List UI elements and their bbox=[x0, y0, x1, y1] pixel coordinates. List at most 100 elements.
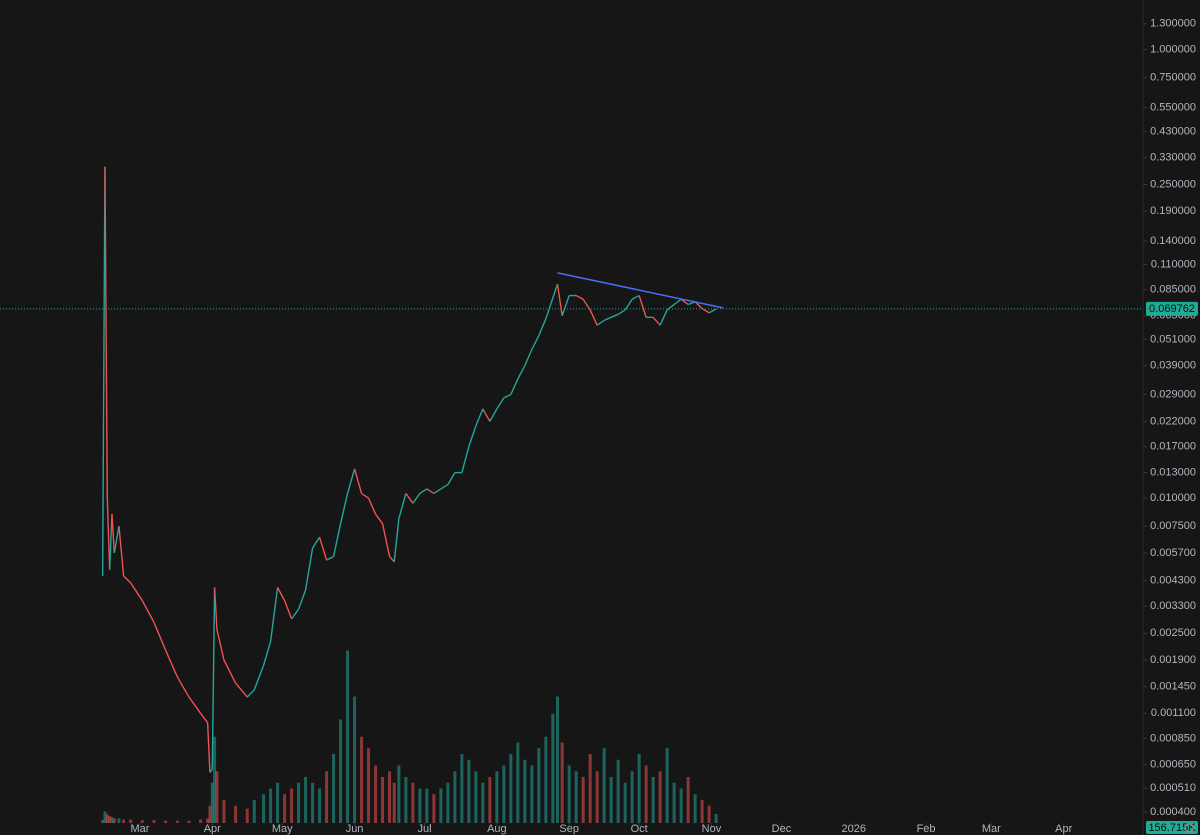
price-segment bbox=[610, 313, 619, 318]
volume-bar bbox=[560, 742, 564, 823]
price-segment bbox=[440, 483, 449, 490]
price-segment bbox=[517, 365, 526, 380]
price-segment bbox=[708, 308, 717, 314]
volume-bar bbox=[374, 765, 378, 823]
volume-bar bbox=[609, 777, 613, 823]
price-segment bbox=[489, 408, 498, 422]
last-volume-label: 156.715K bbox=[1148, 822, 1196, 834]
y-tick-label: 0.017000 bbox=[1150, 440, 1196, 452]
y-tick-label: 0.190000 bbox=[1150, 205, 1196, 217]
volume-bar bbox=[488, 777, 492, 823]
price-segment bbox=[361, 492, 369, 499]
volume-bar bbox=[332, 754, 336, 823]
volume-bar bbox=[187, 820, 191, 823]
price-segment bbox=[176, 676, 190, 698]
settings-icon-ring[interactable] bbox=[1184, 823, 1194, 833]
volume-bar bbox=[693, 794, 697, 823]
x-tick-label: May bbox=[272, 823, 293, 835]
price-segment bbox=[311, 536, 321, 549]
price-segment bbox=[209, 768, 213, 773]
price-segment bbox=[701, 307, 710, 314]
volume-bar bbox=[290, 788, 294, 823]
volume-bar bbox=[425, 788, 429, 823]
y-tick-label: 0.550000 bbox=[1150, 102, 1196, 114]
y-tick-label: 0.001100 bbox=[1151, 707, 1196, 719]
price-segment bbox=[381, 523, 391, 557]
price-segment bbox=[673, 298, 682, 306]
volume-bar bbox=[140, 820, 144, 823]
volume-bar bbox=[474, 771, 478, 823]
x-tick-label: Mar bbox=[130, 823, 149, 835]
y-tick-label: 0.000400 bbox=[1150, 806, 1196, 818]
volume-bar bbox=[252, 800, 256, 823]
price-segment bbox=[468, 425, 477, 447]
y-tick-label: 0.051000 bbox=[1150, 333, 1196, 345]
volume-bar bbox=[381, 777, 385, 823]
volume-bar bbox=[245, 808, 249, 823]
volume-bar bbox=[367, 748, 371, 823]
volume-bar bbox=[630, 771, 634, 823]
volume-bar bbox=[460, 754, 464, 823]
price-segment bbox=[130, 582, 143, 601]
price-segment bbox=[118, 526, 125, 577]
settings-icon[interactable] bbox=[1184, 823, 1194, 833]
price-segment bbox=[123, 575, 132, 584]
y-tick-label: 0.750000 bbox=[1150, 71, 1196, 83]
volume-bar bbox=[297, 782, 301, 823]
price-segment bbox=[223, 659, 237, 684]
volume-bar bbox=[206, 818, 210, 823]
volume-bars bbox=[101, 650, 718, 823]
volume-bar bbox=[318, 788, 322, 823]
price-segment bbox=[538, 318, 547, 336]
price-segment bbox=[552, 283, 559, 299]
y-tick-label: 0.003300 bbox=[1150, 600, 1196, 612]
price-segment bbox=[617, 309, 626, 315]
price-segment bbox=[638, 295, 647, 318]
y-tick-label: 0.010000 bbox=[1150, 492, 1196, 504]
price-segment bbox=[503, 393, 512, 399]
volume-bar bbox=[637, 754, 641, 823]
price-segment bbox=[304, 547, 314, 591]
volume-bar bbox=[199, 819, 203, 823]
volume-bar bbox=[304, 777, 308, 823]
price-segment bbox=[426, 488, 435, 495]
price-segment bbox=[326, 555, 334, 561]
price-segment bbox=[346, 468, 356, 494]
volume-bar bbox=[658, 771, 662, 823]
price-segment bbox=[589, 309, 598, 326]
price-segment bbox=[405, 493, 414, 504]
volume-bar bbox=[616, 759, 620, 823]
price-segment bbox=[461, 446, 470, 473]
x-tick-label: Jun bbox=[346, 823, 364, 835]
price-segment bbox=[297, 589, 307, 610]
price-segment bbox=[666, 303, 675, 311]
y-tick-label: 0.085000 bbox=[1150, 284, 1196, 296]
price-segment bbox=[389, 556, 395, 563]
volume-bar bbox=[392, 782, 396, 823]
volume-bar bbox=[325, 771, 329, 823]
price-segment bbox=[603, 316, 612, 322]
volume-bar bbox=[602, 748, 606, 823]
y-tick-label: 0.004300 bbox=[1150, 574, 1196, 586]
price-segment bbox=[447, 472, 456, 485]
price-segment bbox=[291, 608, 300, 620]
price-segment bbox=[398, 493, 407, 519]
price-segment bbox=[433, 488, 442, 495]
volume-bar bbox=[112, 818, 116, 823]
price-segment bbox=[106, 498, 111, 570]
volume-bar bbox=[164, 820, 168, 823]
price-segment bbox=[104, 166, 109, 499]
volume-bar bbox=[222, 800, 226, 823]
x-tick-label: Feb bbox=[917, 823, 936, 835]
price-segment bbox=[631, 294, 640, 300]
volume-bar bbox=[623, 782, 627, 823]
price-segment bbox=[367, 497, 377, 515]
price-segment bbox=[283, 600, 293, 620]
volume-bar bbox=[467, 759, 471, 823]
price-segment bbox=[412, 493, 421, 504]
volume-bar bbox=[672, 782, 676, 823]
volume-bar bbox=[262, 794, 266, 823]
price-segment bbox=[141, 600, 155, 623]
price-segment bbox=[164, 650, 178, 678]
